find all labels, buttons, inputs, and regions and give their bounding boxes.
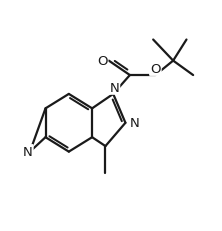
Text: O: O <box>150 63 161 76</box>
Text: N: N <box>129 117 139 130</box>
Text: N: N <box>23 146 33 158</box>
Text: N: N <box>109 81 119 94</box>
Text: O: O <box>97 55 107 68</box>
